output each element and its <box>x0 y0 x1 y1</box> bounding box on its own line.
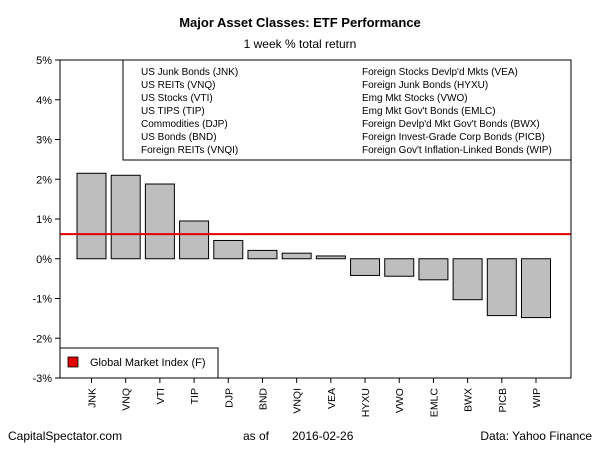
bars-layer <box>60 172 571 319</box>
legend-entry: Emg Mkt Stocks (VWO) <box>362 93 468 104</box>
bar-vwo <box>384 258 415 277</box>
legend-entry: Foreign Devlp'd Mkt Gov't Bonds (BWX) <box>362 119 540 130</box>
x-tick-label: BWX <box>463 388 475 412</box>
footer-as-of-label: as of <box>243 429 270 443</box>
bar-bnd <box>247 249 278 260</box>
y-tick-label: -3% <box>32 373 52 385</box>
x-tick-label: BND <box>257 388 269 411</box>
bar-djp <box>213 239 244 260</box>
x-axis: JNK VNQ VTI TIP DJP BND VNQI VEA HYXU VWO EMLC BWX P… <box>87 378 543 418</box>
bar-vnqi <box>281 252 312 260</box>
bar-jnk <box>76 172 107 260</box>
legend-entry: US TIPS (TIP) <box>141 106 205 117</box>
bar-hyxu <box>350 258 381 276</box>
series-legend-frame <box>122 59 572 161</box>
bar-tip <box>179 220 210 260</box>
y-tick-label: -1% <box>32 294 52 306</box>
footer-data-source: Data: Yahoo Finance <box>480 429 592 443</box>
x-tick-label: PICB <box>497 388 509 413</box>
legend-entry: Foreign Gov't Inflation-Linked Bonds (WI… <box>362 145 552 156</box>
x-tick-label: JNK <box>87 388 99 408</box>
legend-entry: Foreign Junk Bonds (HYXU) <box>362 80 488 91</box>
legend-entry: US Bonds (BND) <box>141 132 217 143</box>
bar-vnq <box>110 174 141 260</box>
reference-legend: Global Market Index (F) <box>59 347 219 379</box>
bar-vti <box>144 183 175 260</box>
x-tick-label: EMLC <box>428 388 440 418</box>
bar-emlc <box>418 258 449 281</box>
legend-entry: US Junk Bonds (JNK) <box>141 67 238 78</box>
bar-vea <box>315 255 346 260</box>
chart-subtitle: 1 week % total return <box>244 37 357 51</box>
x-tick-label: VTI <box>155 388 167 404</box>
legend-entry: US REITs (VNQ) <box>141 80 215 91</box>
legend-entry: Foreign REITs (VNQI) <box>141 145 238 156</box>
y-tick-label: 5% <box>36 55 52 67</box>
bar-wip <box>521 258 551 319</box>
footer-source-left: CapitalSpectator.com <box>8 429 122 443</box>
x-tick-label: HYXU <box>360 388 372 417</box>
reference-legend-label: Global Market Index (F) <box>90 357 206 369</box>
y-axis: -3% -2% -1% 0% 1% 2% 3% 4% 5% <box>32 55 60 385</box>
reference-legend-frame <box>59 347 219 379</box>
y-tick-label: 1% <box>36 214 52 226</box>
legend-entry: US Stocks (VTI) <box>141 93 213 104</box>
x-tick-label: VEA <box>326 388 338 409</box>
y-tick-label: 4% <box>36 95 52 107</box>
x-tick-label: WIP <box>531 388 543 408</box>
series-legend: US Junk Bonds (JNK) US REITs (VNQ) US Stoc… <box>122 59 572 161</box>
bar-picb <box>486 258 517 317</box>
footer-date: 2016-02-26 <box>292 429 354 443</box>
bar-bwx <box>452 258 483 301</box>
x-tick-label: VNQ <box>121 388 133 411</box>
y-tick-label: -2% <box>32 333 52 345</box>
x-tick-label: TIP <box>189 388 201 404</box>
x-tick-label: VWO <box>394 388 406 413</box>
legend-entry: Foreign Invest-Grade Corp Bonds (PICB) <box>362 132 545 143</box>
reference-legend-swatch <box>67 356 79 368</box>
y-tick-label: 2% <box>36 174 52 186</box>
legend-left-column: US Junk Bonds (JNK) US REITs (VNQ) US Stoc… <box>141 67 238 156</box>
legend-entry: Commodities (DJP) <box>141 119 228 130</box>
chart-title: Major Asset Classes: ETF Performance <box>179 15 421 30</box>
x-tick-label: VNQI <box>292 388 304 414</box>
x-tick-label: DJP <box>223 388 235 408</box>
legend-entry: Foreign Stocks Devlp'd Mkts (VEA) <box>362 67 518 78</box>
legend-entry: Emg Mkt Gov't Bonds (EMLC) <box>362 106 496 117</box>
y-tick-label: 0% <box>36 254 52 266</box>
y-tick-label: 3% <box>36 135 52 147</box>
legend-right-column: Foreign Stocks Devlp'd Mkts (VEA) Foreign… <box>362 67 552 156</box>
